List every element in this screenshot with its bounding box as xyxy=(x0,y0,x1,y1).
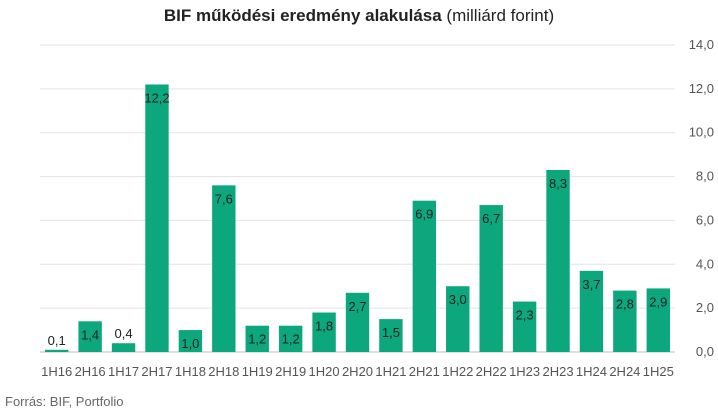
data-label: 7,6 xyxy=(215,191,233,206)
x-tick-label: 1H22 xyxy=(442,364,473,379)
data-label: 6,7 xyxy=(482,211,500,226)
x-tick-label: 2H23 xyxy=(542,364,573,379)
x-tick-label: 1H18 xyxy=(175,364,206,379)
data-label: 1,2 xyxy=(248,332,266,347)
bar xyxy=(379,319,403,352)
y-tick-label: 6,0 xyxy=(696,212,714,227)
data-label: 6,9 xyxy=(415,207,433,222)
bar xyxy=(78,321,102,352)
data-label: 1,8 xyxy=(315,319,333,334)
data-label: 12,2 xyxy=(144,90,169,105)
chart-title: BIF működési eredmény alakulása (milliár… xyxy=(0,6,718,26)
bar xyxy=(45,349,69,352)
bar xyxy=(546,169,570,352)
data-label: 0,1 xyxy=(48,333,66,348)
data-label: 1,0 xyxy=(181,336,199,351)
bar xyxy=(646,288,670,352)
x-tick-label: 1H23 xyxy=(509,364,540,379)
data-label: 1,2 xyxy=(282,332,300,347)
x-tick-label: 1H25 xyxy=(643,364,674,379)
x-tick-label: 1H19 xyxy=(242,364,273,379)
y-tick-label: 2,0 xyxy=(696,300,714,315)
x-tick-label: 2H19 xyxy=(275,364,306,379)
x-tick-label: 2H20 xyxy=(342,364,373,379)
x-tick-label: 2H18 xyxy=(208,364,239,379)
data-label: 2,8 xyxy=(616,297,634,312)
bar xyxy=(446,286,470,352)
x-tick-label: 2H16 xyxy=(75,364,106,379)
x-tick-label: 2H17 xyxy=(141,364,172,379)
bar xyxy=(613,290,637,352)
bar xyxy=(212,185,236,352)
bar xyxy=(312,312,336,352)
chart-title-main: BIF működési eredmény alakulása xyxy=(163,6,442,25)
x-tick-label: 1H24 xyxy=(576,364,607,379)
y-tick-label: 8,0 xyxy=(696,169,714,184)
data-label: 2,9 xyxy=(649,294,667,309)
y-tick-label: 12,0 xyxy=(689,81,714,96)
y-tick-label: 14,0 xyxy=(689,37,714,52)
data-label: 1,4 xyxy=(81,327,99,342)
data-label: 2,3 xyxy=(516,308,534,323)
x-tick-label: 1H16 xyxy=(41,364,72,379)
data-label: 1,5 xyxy=(382,325,400,340)
bar xyxy=(345,292,370,352)
bar xyxy=(412,200,437,352)
data-label: 3,7 xyxy=(582,277,600,292)
bar xyxy=(479,205,503,352)
x-tick-label: 1H17 xyxy=(108,364,139,379)
x-tick-label: 2H24 xyxy=(609,364,640,379)
bar xyxy=(278,325,303,352)
source-note: Forrás: BIF, Portfolio xyxy=(5,394,124,409)
data-label: 3,0 xyxy=(449,292,467,307)
bars xyxy=(45,84,670,352)
bar xyxy=(111,343,136,352)
bar xyxy=(512,301,537,352)
y-tick-label: 4,0 xyxy=(696,256,714,271)
y-tick-label: 10,0 xyxy=(689,125,714,140)
data-label: 2,7 xyxy=(348,299,366,314)
chart-title-unit: (milliárd forint) xyxy=(446,6,555,25)
x-axis-ticks: 1H16 2H16 1H17 2H17 1H18 2H18 1H19 2H19 1H20 2H20… xyxy=(41,364,674,379)
y-tick-label: 0,0 xyxy=(696,344,714,359)
x-tick-label: 2H22 xyxy=(476,364,507,379)
data-label: 8,3 xyxy=(549,176,567,191)
bar xyxy=(579,270,604,352)
y-axis-ticks: 0,0 2,0 4,0 6,0 8,0 10,0 12,0 14,0 xyxy=(689,37,714,359)
x-tick-label: 2H21 xyxy=(409,364,440,379)
data-label: 0,4 xyxy=(115,326,133,341)
x-tick-label: 1H21 xyxy=(375,364,406,379)
bar xyxy=(145,84,169,352)
x-tick-label: 1H20 xyxy=(309,364,340,379)
bar xyxy=(178,330,203,352)
bar xyxy=(245,325,269,352)
data-labels: 0,1 1,4 0,4 12,2 1,0 7,6 1,2 1,2 1,8 2,7 1,5 6,9 3,0… xyxy=(48,90,668,351)
